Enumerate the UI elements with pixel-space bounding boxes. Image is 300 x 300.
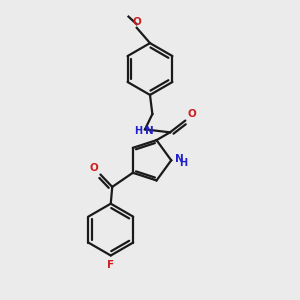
Text: O: O [89,163,98,173]
Text: O: O [133,16,142,27]
Text: H: H [179,158,188,168]
Text: H: H [134,126,142,136]
Text: F: F [107,260,114,270]
Text: O: O [188,109,197,119]
Text: N: N [175,154,184,164]
Text: N: N [145,126,154,136]
